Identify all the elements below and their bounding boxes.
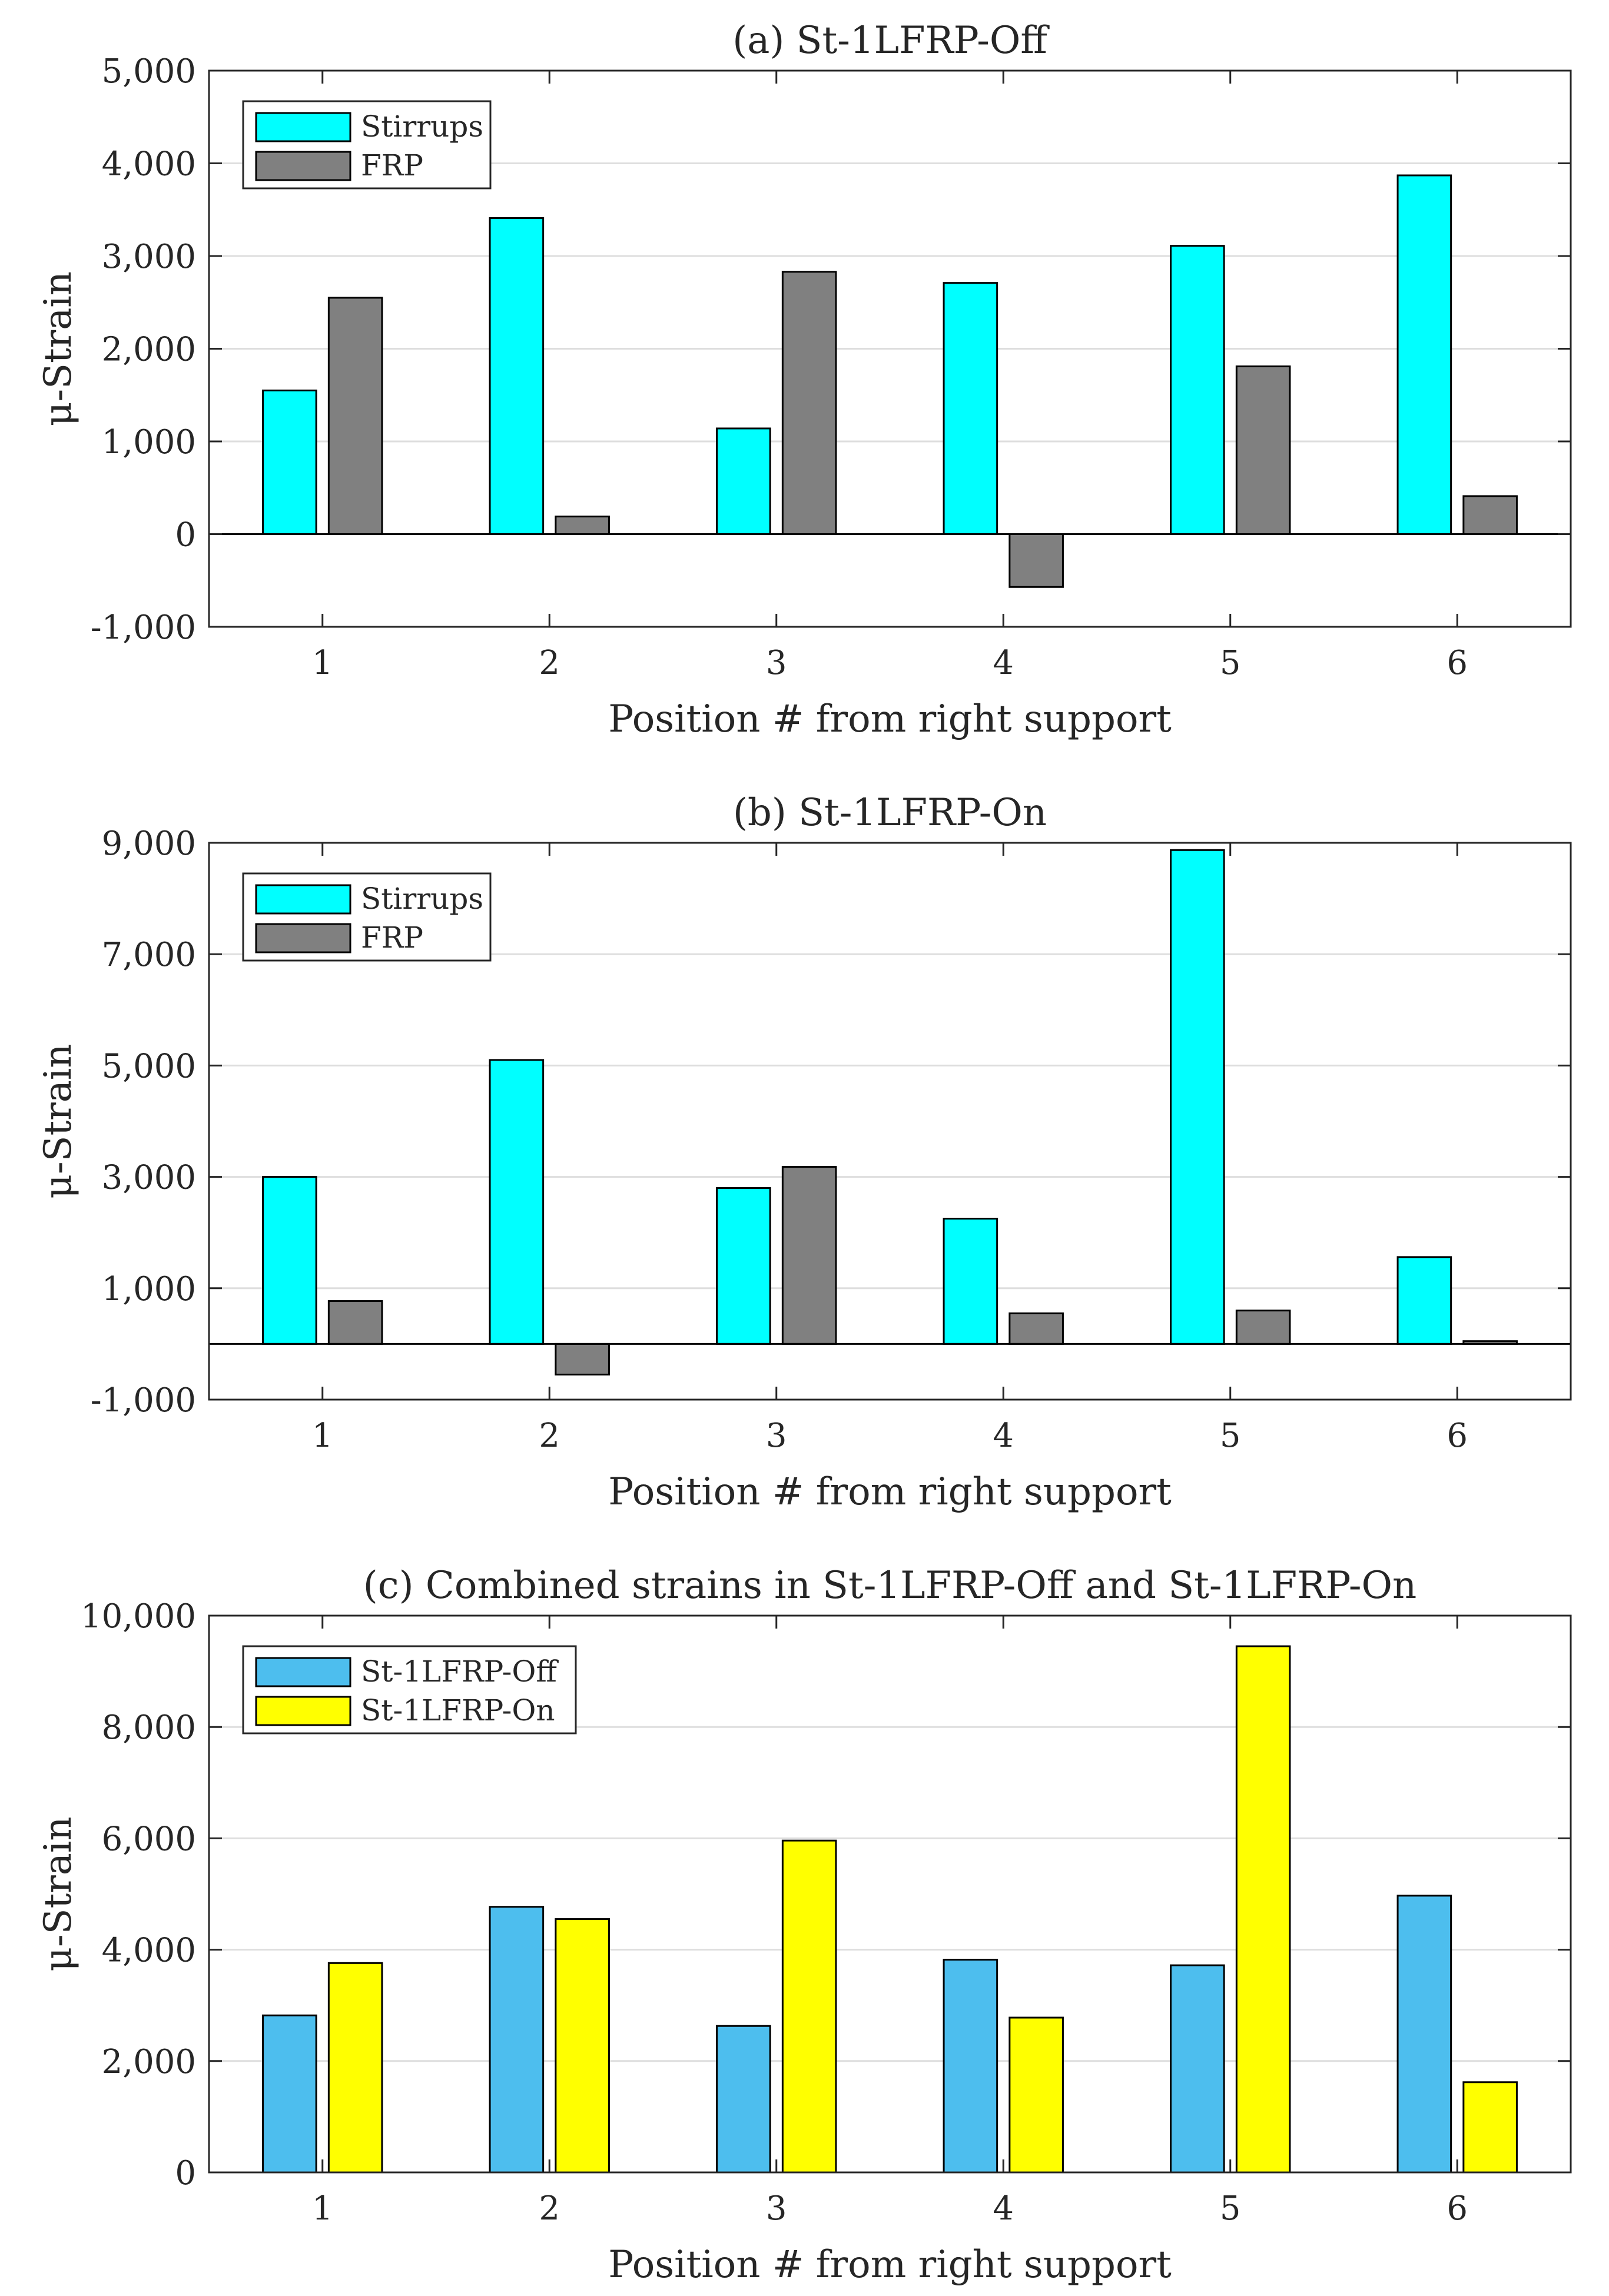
x-tick-label: 5 [1220, 2189, 1241, 2228]
axes-box [208, 842, 1572, 1401]
bar-frp [1008, 533, 1064, 588]
bar-stirrups [943, 282, 998, 535]
y-tick-label: 8,000 [102, 1709, 196, 1747]
y-tick-label: 0 [175, 516, 196, 554]
y-axis-label: μ-Strain [37, 271, 80, 426]
y-axis-label: μ-Strain [37, 1816, 80, 1971]
legend-label: FRP [361, 148, 423, 182]
y-tick-label: 10,000 [81, 1597, 196, 1636]
bar-frp [1235, 365, 1291, 535]
x-tick-label: 5 [1220, 1417, 1241, 1455]
bar-stirrups [262, 1176, 317, 1345]
bar-st-1lfrp-on [327, 1962, 383, 2174]
legend-label: St-1LFRP-On [361, 1693, 555, 1727]
bar-stirrups [489, 217, 545, 535]
bar-st-1lfrp-off [489, 1906, 545, 2174]
bar-frp [555, 1343, 610, 1375]
legend-label: Stirrups [361, 109, 483, 144]
bar-st-1lfrp-off [943, 1959, 998, 2174]
x-tick-label: 4 [993, 2189, 1014, 2228]
bar-stirrups [1170, 849, 1225, 1345]
bar-stirrups [262, 389, 317, 535]
x-tick-label: 3 [766, 2189, 787, 2228]
x-tick-label: 3 [766, 644, 787, 682]
x-tick-label: 2 [539, 1417, 560, 1455]
bar-st-1lfrp-off [1396, 1895, 1452, 2174]
legend-swatch [255, 923, 351, 953]
chart-title: (a) St-1LFRP-Off [732, 19, 1050, 62]
y-tick-label: 1,000 [102, 423, 196, 461]
y-tick-label: 2,000 [102, 331, 196, 369]
bar-st-1lfrp-on [555, 1918, 610, 2174]
x-tick-label: 1 [312, 644, 333, 682]
bar-st-1lfrp-off [716, 2025, 771, 2174]
x-tick-label: 4 [993, 644, 1014, 682]
x-tick-label: 6 [1447, 1417, 1468, 1455]
chart-panel: -1,000 0 1,000 2,000 3,000 4,000 5,000 1 2 3 4 5 6 (a… [37, 19, 1572, 741]
x-tick-label: 2 [539, 2189, 560, 2228]
bar-frp [1008, 1312, 1064, 1345]
x-axis-label: Position # from right support [608, 1470, 1172, 1514]
bar-st-1lfrp-on [1462, 2081, 1518, 2174]
y-tick-label: 2,000 [102, 2043, 196, 2081]
bar-st-1lfrp-on [781, 1839, 837, 2174]
bar-st-1lfrp-on [1235, 1645, 1291, 2174]
bar-st-1lfrp-off [1170, 1964, 1225, 2174]
x-tick-label: 4 [993, 1417, 1014, 1455]
y-tick-label: 9,000 [102, 825, 196, 863]
bar-frp [1235, 1310, 1291, 1345]
bar-st-1lfrp-on [1008, 2016, 1064, 2174]
axes-box [208, 1614, 1572, 2174]
legend-swatch [255, 112, 351, 142]
bar-st-1lfrp-off [262, 2014, 317, 2174]
bar-stirrups [1396, 1256, 1452, 1345]
x-tick-label: 3 [766, 1417, 787, 1455]
legend-swatch [255, 884, 351, 915]
y-tick-label: 1,000 [102, 1270, 196, 1308]
y-tick-label: 4,000 [102, 145, 196, 184]
legend-label: FRP [361, 921, 423, 955]
legend-label: Stirrups [361, 882, 483, 916]
x-tick-label: 6 [1447, 2189, 1468, 2228]
y-tick-label: 0 [175, 2154, 196, 2192]
chart-panel: 0 2,000 4,000 6,000 8,000 10,000 1 2 3 4 5 6 (c) Com… [37, 1564, 1572, 2287]
bar-frp [1462, 495, 1518, 535]
bar-frp [781, 1166, 837, 1345]
x-tick-label: 5 [1220, 644, 1241, 682]
chart-title: (b) St-1LFRP-On [733, 791, 1047, 835]
legend-label: St-1LFRP-Off [361, 1654, 559, 1689]
y-tick-label: 6,000 [102, 1820, 196, 1858]
x-tick-label: 2 [539, 644, 560, 682]
bar-stirrups [943, 1218, 998, 1345]
x-axis-label: Position # from right support [608, 2243, 1172, 2287]
x-tick-label: 1 [312, 1417, 333, 1455]
y-tick-label: 3,000 [102, 238, 196, 276]
x-tick-label: 1 [312, 2189, 333, 2228]
y-tick-label: -1,000 [91, 609, 196, 647]
chart-title: (c) Combined strains in St-1LFRP-Off and… [363, 1564, 1416, 1607]
bar-stirrups [1170, 245, 1225, 535]
legend-swatch [255, 151, 351, 181]
chart-panel: -1,000 1,000 3,000 5,000 7,000 9,000 1 2 3 4 5 6 (b)… [37, 791, 1572, 1514]
x-axis-label: Position # from right support [608, 697, 1172, 741]
y-tick-label: 3,000 [102, 1159, 196, 1197]
bar-frp [327, 1300, 383, 1345]
bar-frp [555, 516, 610, 536]
legend-swatch [255, 1657, 351, 1687]
bar-stirrups [716, 1187, 771, 1345]
x-tick-label: 6 [1447, 644, 1468, 682]
bar-frp [781, 271, 837, 535]
y-tick-label: 7,000 [102, 936, 196, 974]
bar-stirrups [716, 427, 771, 536]
y-tick-label: 4,000 [102, 1932, 196, 1970]
y-axis-label: μ-Strain [37, 1044, 80, 1198]
bar-stirrups [489, 1059, 545, 1345]
y-tick-label: 5,000 [102, 1047, 196, 1085]
bar-frp [327, 297, 383, 535]
y-tick-label: -1,000 [91, 1381, 196, 1420]
legend-swatch [255, 1696, 351, 1726]
y-tick-label: 5,000 [102, 52, 196, 91]
bar-stirrups [1396, 174, 1452, 536]
